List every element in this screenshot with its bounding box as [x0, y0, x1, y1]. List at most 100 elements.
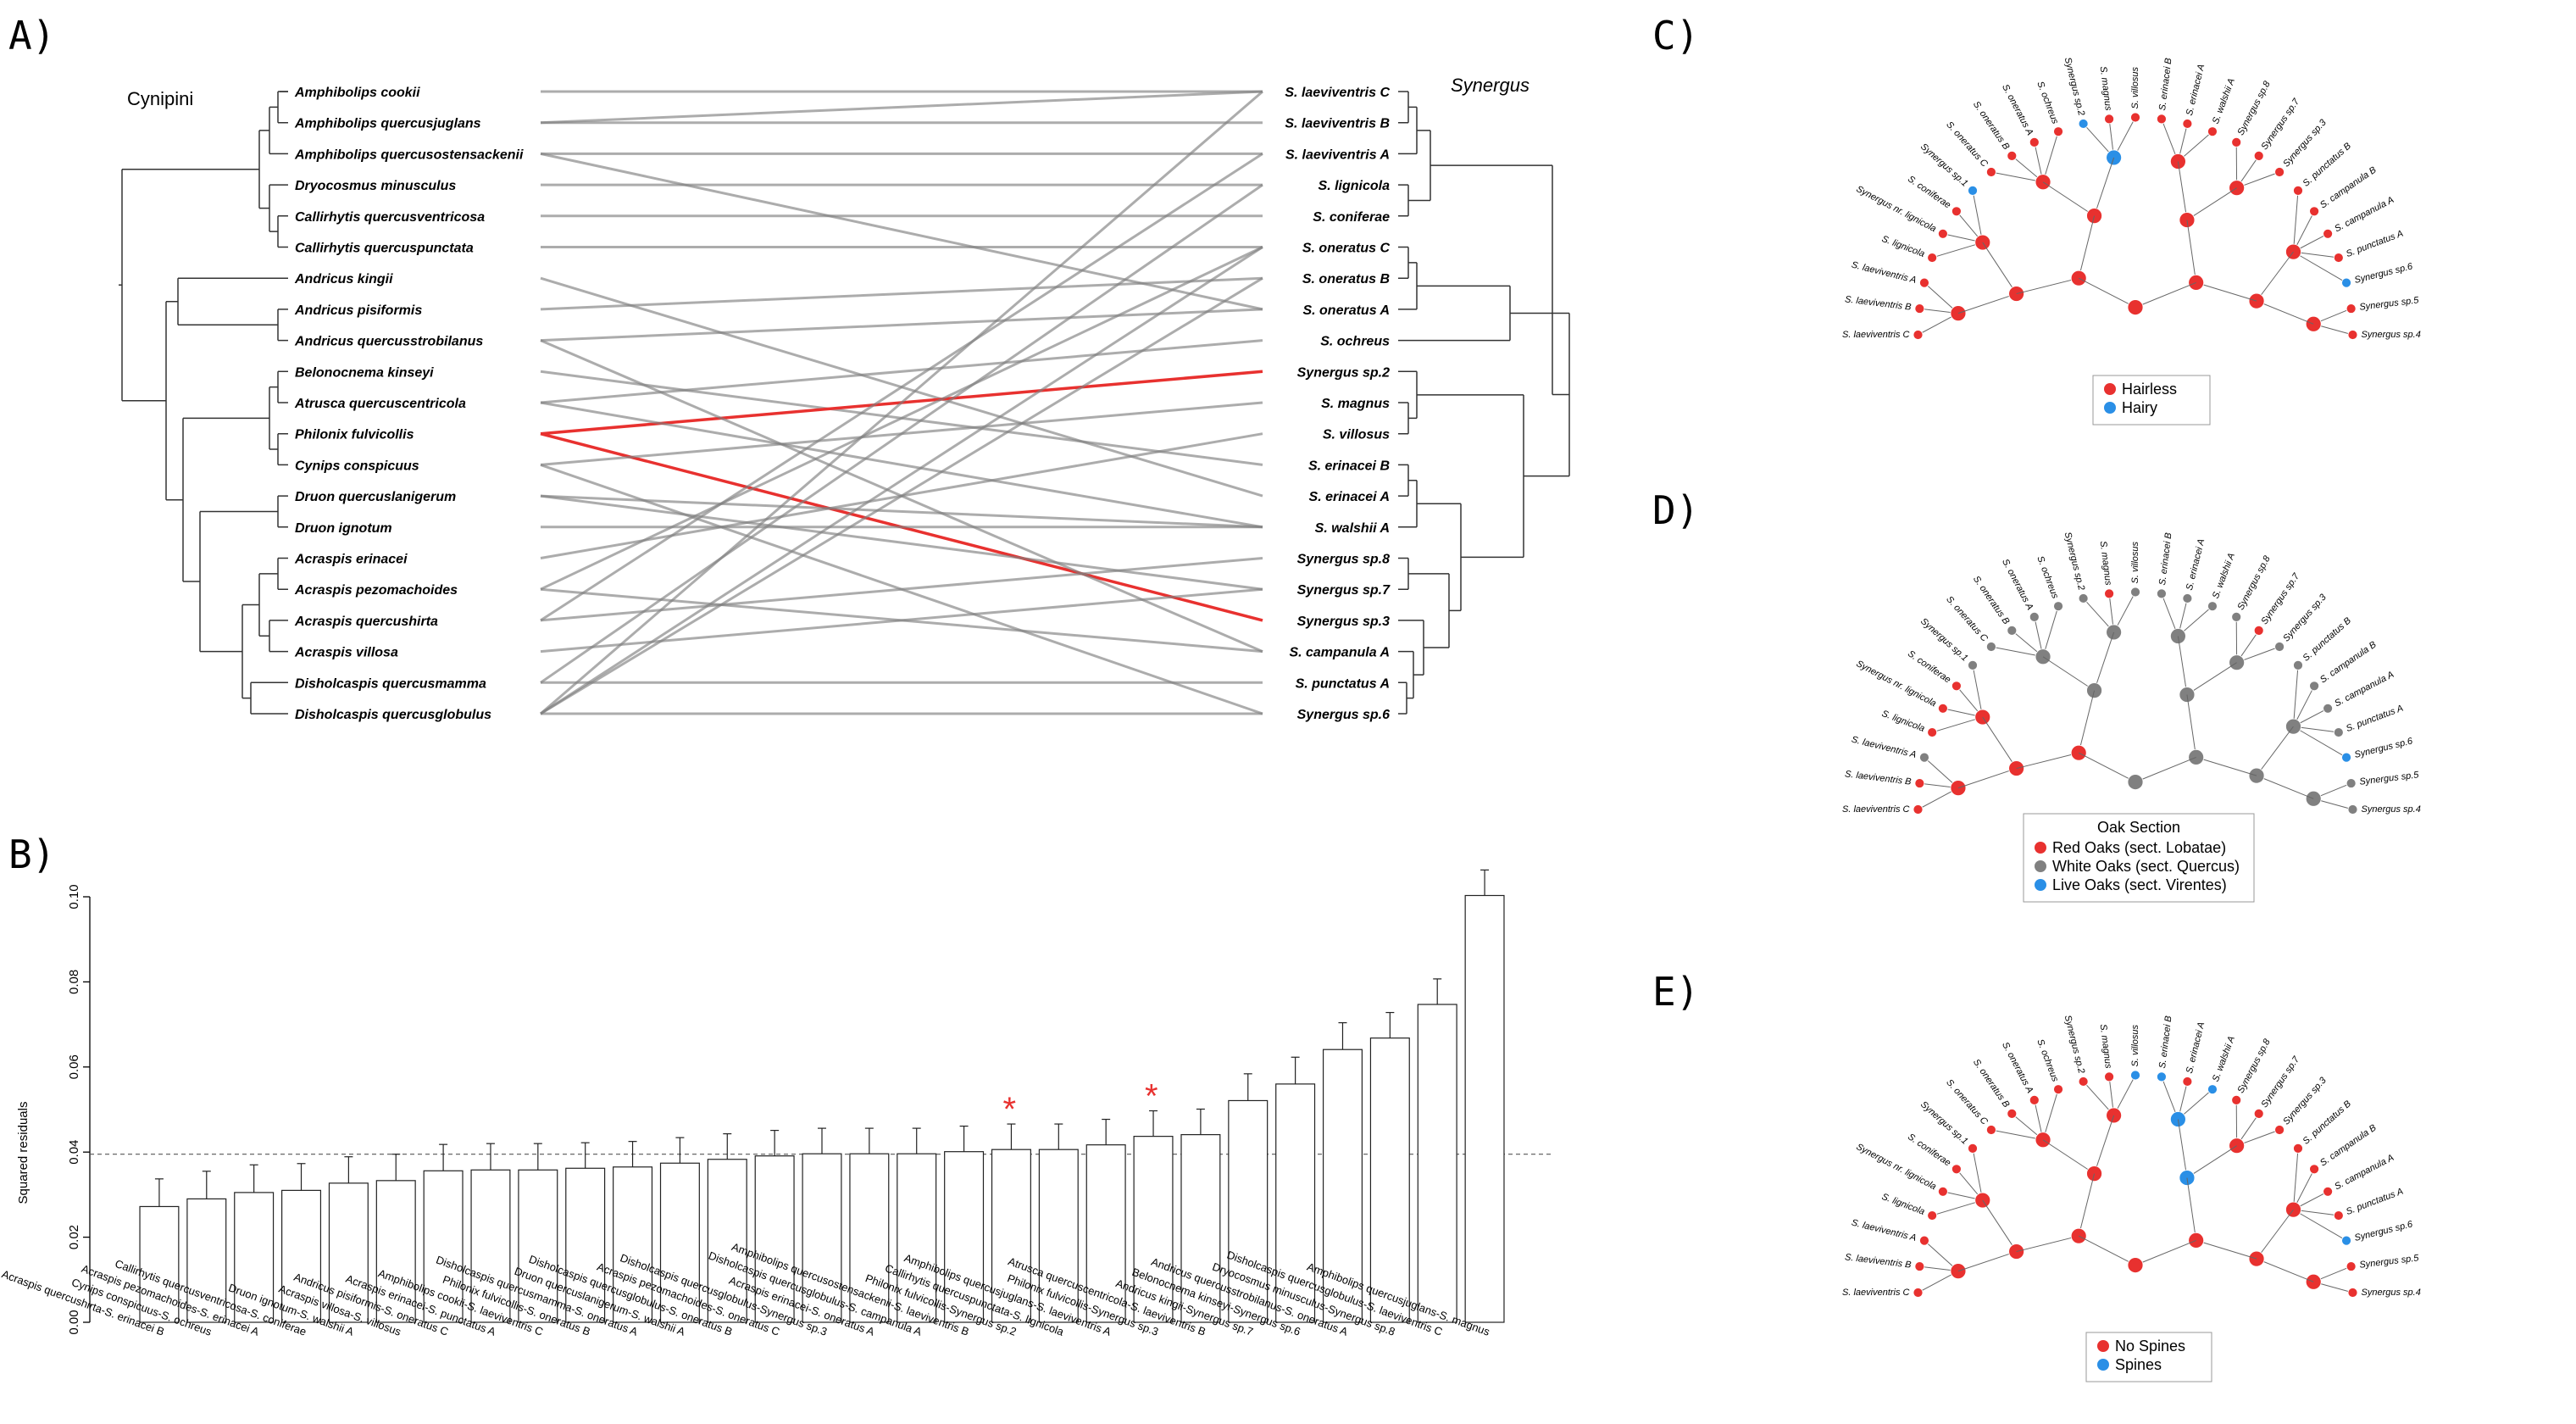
host-branch [269, 386, 278, 450]
host-label: Acraspis quercushirta [294, 615, 438, 629]
host-label: Amphibolips quercusostensackenii [294, 147, 524, 162]
node-state [2231, 1094, 2242, 1105]
link-26 [540, 401, 1263, 529]
link-8 [540, 276, 1263, 311]
node-state [2231, 611, 2242, 622]
tree-branch [2177, 1119, 2188, 1178]
node-state [1986, 1125, 1996, 1135]
node-state [2053, 601, 2063, 612]
parasite-label: Synergus sp.7 [1297, 583, 1391, 598]
legend-title: Oak Section [2097, 819, 2180, 836]
tip-label: Synergus sp.7 [2259, 571, 2301, 626]
y-axis-title: Squared residuals [16, 1102, 31, 1204]
tip-label: S. campanula B [2318, 164, 2379, 210]
node-state [2207, 1084, 2218, 1095]
tree-branch [2078, 1235, 2136, 1266]
bar [518, 1169, 558, 1323]
link-28 [540, 153, 1263, 622]
parasite-branch [1398, 480, 1418, 528]
legend-swatch [2097, 1340, 2109, 1352]
parasite-label: Synergus sp.2 [1297, 365, 1390, 380]
parasite-branch [1398, 620, 1424, 676]
tree-branch [2292, 665, 2299, 727]
node-state [2157, 1071, 2167, 1082]
tip-label: Synergus sp.6 [2353, 736, 2414, 760]
node-state [2127, 299, 2144, 316]
tip-label: S. laeviventris B [1844, 1252, 1912, 1270]
node-state [1913, 804, 1924, 815]
link-33 [540, 463, 1263, 715]
node-state [2078, 593, 2089, 604]
node-state [2346, 778, 2357, 788]
legend-label: Live Oaks (sect. Virentes) [2052, 876, 2227, 893]
tip-label: Synergus sp.2 [2062, 531, 2086, 592]
node-state [2078, 119, 2089, 129]
bar [707, 1159, 747, 1323]
tree-branch [1957, 768, 2017, 789]
bar [328, 1182, 369, 1323]
node-state [2347, 804, 2358, 815]
tip-label: S. oneratus C [1944, 1077, 1990, 1126]
node-state [2207, 126, 2218, 137]
y-tick-label: 0.10 [67, 884, 81, 909]
legend-swatch [2035, 842, 2046, 854]
node-state [1914, 303, 1925, 314]
tree-branch [2135, 281, 2196, 309]
tree-branch [1932, 242, 1983, 259]
bar [991, 1149, 1031, 1323]
tip-label: Synergus sp.5 [2359, 295, 2420, 312]
tree-branch [2256, 251, 2294, 302]
tree-branch [2042, 1139, 2095, 1175]
tree-branch [2078, 690, 2096, 754]
node-state [2333, 253, 2344, 263]
tip-label: Synergus sp.1 [1918, 616, 1970, 664]
tree-branch [1972, 1148, 1984, 1201]
tree-branch [2256, 300, 2314, 325]
tree-branch [2293, 726, 2347, 759]
node-state [1937, 703, 1948, 714]
tree-branch [2078, 752, 2136, 783]
node-state [1968, 660, 1978, 670]
tip-label: Synergus sp.3 [2281, 592, 2329, 643]
tip-label: Synergus sp.8 [2235, 79, 2273, 137]
tip-label: S. laeviventris C [1842, 804, 1910, 815]
tree-branch [2016, 277, 2079, 295]
tip-label: Synergus sp.3 [2281, 117, 2329, 169]
bar [1275, 1083, 1316, 1323]
host-label: Amphibolips quercusjuglans [294, 117, 481, 131]
tip-label: S. campanula A [2333, 670, 2396, 709]
tree-branch [2078, 215, 2096, 279]
tip-label: S. oneratus B [1971, 1057, 2012, 1110]
tip-label: S. laeviventris B [1844, 769, 1912, 787]
tip-label: S. villosus [2130, 541, 2140, 583]
parasite-label: S. coniferae [1313, 210, 1390, 225]
y-tick-label: 0.00 [67, 1310, 81, 1334]
link-18 [540, 246, 1263, 591]
node-state [2007, 626, 2018, 636]
legend-swatch [2035, 860, 2046, 872]
parasite-label: S. ochreus [1320, 335, 1390, 349]
tip-label: Synergus sp.4 [2362, 804, 2421, 815]
node-state [1968, 1143, 1978, 1154]
tip-label: S. laeviventris A [1851, 735, 1918, 760]
tip-label: Synergus sp.7 [2259, 97, 2301, 152]
bar [1322, 1049, 1363, 1323]
tree-branch [1990, 646, 2044, 658]
tree-hairiness: S. laeviventris C S. laeviventris B S. lae… [1842, 57, 2421, 426]
tip-label: Synergus sp.7 [2259, 1054, 2301, 1110]
tip-label: S. walshii A [2211, 1035, 2237, 1083]
residuals-bar-chart: Squared residuals 0.000.020.040.060.080.… [0, 869, 1551, 1338]
tree-branch [2177, 636, 2188, 695]
parasite-label: S. laeviventris B [1285, 117, 1390, 131]
tree-branch [2078, 277, 2136, 309]
node-state [2333, 727, 2344, 737]
tree-branch [2256, 775, 2314, 799]
bar [139, 1205, 180, 1323]
node-state [2347, 330, 2358, 340]
legend-box [2092, 375, 2211, 426]
y-tick-label: 0.08 [67, 970, 81, 994]
tree-branch [1990, 1129, 2044, 1141]
tip-label: Synergus sp.5 [2359, 1253, 2420, 1270]
link-23 [540, 246, 1263, 715]
tip-label: Synergus sp.5 [2359, 770, 2420, 787]
